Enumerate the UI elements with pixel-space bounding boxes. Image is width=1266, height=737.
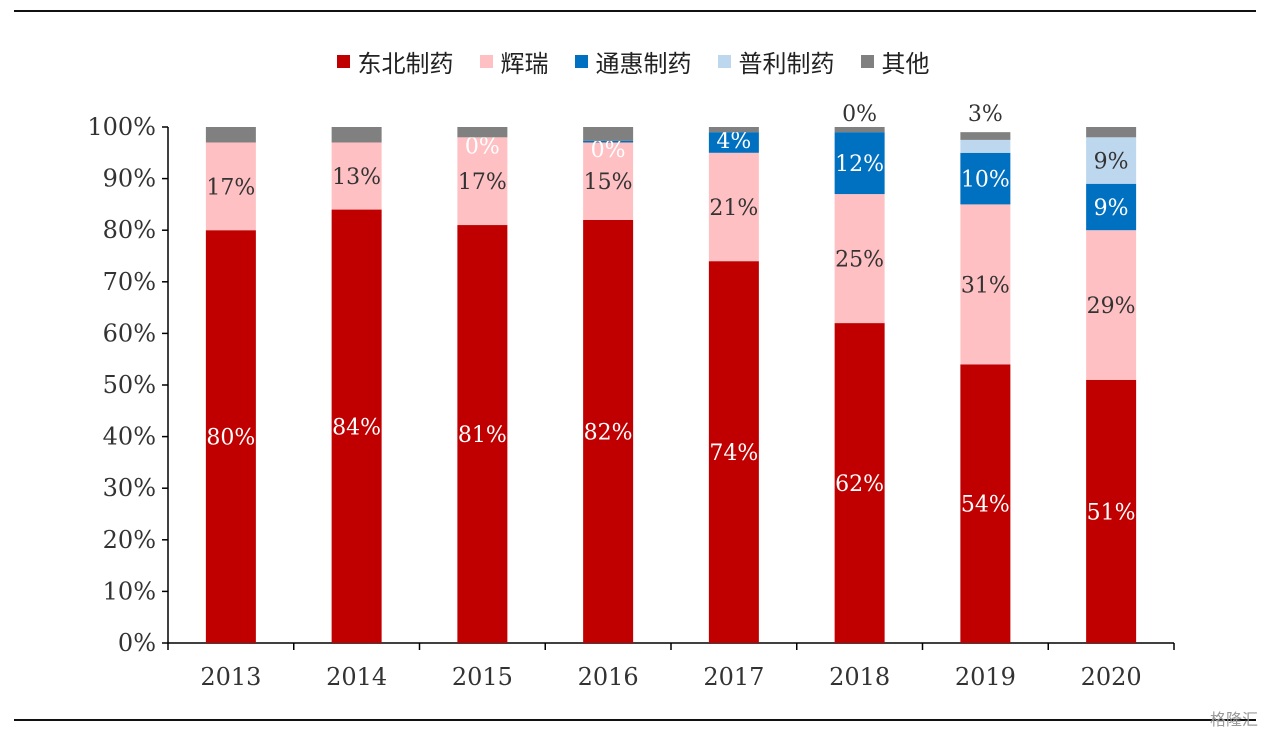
data-label: 0% bbox=[591, 138, 626, 163]
data-label: 0% bbox=[465, 134, 500, 159]
bar-segment bbox=[583, 219, 634, 643]
legend-label-2: 通惠制药 bbox=[595, 50, 692, 78]
bar-segment bbox=[205, 142, 256, 231]
data-label: 51% bbox=[1087, 500, 1136, 525]
bar-segment bbox=[960, 132, 1011, 140]
bar-segment bbox=[331, 127, 382, 143]
bar-segment bbox=[960, 204, 1011, 365]
y-tick-label: 50% bbox=[103, 371, 156, 399]
bar-segment bbox=[457, 137, 508, 226]
data-label: 13% bbox=[332, 165, 381, 190]
bar-segment bbox=[1086, 230, 1137, 380]
data-label: 54% bbox=[961, 493, 1010, 518]
bar-segment bbox=[708, 261, 759, 643]
y-tick-label: 60% bbox=[103, 319, 156, 347]
legend-swatch-0 bbox=[336, 55, 350, 68]
legend-item-0: 东北制药 bbox=[336, 44, 454, 79]
bar-segment bbox=[205, 230, 256, 643]
legend-swatch-3 bbox=[717, 55, 731, 68]
y-tick-label: 70% bbox=[103, 268, 156, 296]
data-label: 84% bbox=[332, 415, 381, 440]
bar-segment bbox=[708, 127, 759, 133]
data-label: 81% bbox=[458, 423, 507, 448]
legend-swatch-4 bbox=[860, 55, 874, 68]
data-label: 10% bbox=[961, 168, 1010, 193]
data-label: 25% bbox=[835, 248, 884, 273]
bar-segment bbox=[1086, 127, 1137, 138]
bar-segment bbox=[834, 323, 885, 643]
bar-segment bbox=[331, 209, 382, 643]
bar-segment bbox=[708, 132, 759, 153]
bottom-rule bbox=[14, 719, 1256, 721]
bar-segment bbox=[834, 132, 885, 195]
x-tick-label: 2019 bbox=[955, 663, 1016, 691]
y-tick-label: 100% bbox=[87, 113, 156, 141]
legend-label-1: 辉瑞 bbox=[500, 50, 549, 78]
data-label: 15% bbox=[584, 170, 633, 195]
x-tick-label: 2017 bbox=[703, 663, 764, 691]
bar-segment bbox=[1086, 137, 1137, 184]
bar-segment bbox=[457, 127, 508, 138]
data-label: 17% bbox=[206, 175, 255, 200]
bar-segment bbox=[960, 364, 1011, 643]
legend-item-4: 其他 bbox=[860, 44, 930, 79]
data-label: 17% bbox=[458, 170, 507, 195]
bar-segment bbox=[1086, 183, 1137, 231]
legend-item-2: 通惠制药 bbox=[574, 44, 692, 79]
legend-label-4: 其他 bbox=[881, 50, 930, 78]
data-label: 29% bbox=[1087, 294, 1136, 319]
watermark-logo: 格隆汇 bbox=[1209, 710, 1258, 729]
y-tick-label: 80% bbox=[103, 216, 156, 244]
data-label: 21% bbox=[709, 196, 758, 221]
bar-segment bbox=[834, 194, 885, 324]
y-tick-label: 30% bbox=[103, 474, 156, 502]
y-tick-label: 90% bbox=[103, 165, 156, 193]
data-label: 12% bbox=[835, 152, 884, 177]
chart-legend: 东北制药 辉瑞 通惠制药 普利制药 其他 bbox=[0, 44, 1266, 79]
y-tick-label: 40% bbox=[103, 423, 156, 451]
bar-segment bbox=[708, 152, 759, 262]
data-label: 4% bbox=[716, 129, 751, 154]
legend-swatch-1 bbox=[479, 55, 493, 68]
data-label: 31% bbox=[961, 273, 1010, 298]
bar-segment bbox=[583, 142, 634, 220]
y-tick-label: 10% bbox=[103, 577, 156, 605]
legend-label-0: 东北制药 bbox=[357, 50, 454, 78]
bar-segment bbox=[960, 139, 1011, 153]
data-label: 3% bbox=[968, 102, 1003, 127]
x-tick-label: 2018 bbox=[829, 663, 890, 691]
data-label: 80% bbox=[206, 426, 255, 451]
bar-segment bbox=[457, 225, 508, 644]
legend-item-1: 辉瑞 bbox=[479, 44, 549, 79]
y-tick-label: 0% bbox=[118, 629, 156, 657]
bar-segment bbox=[583, 140, 634, 143]
y-tick-label: 20% bbox=[103, 526, 156, 554]
data-label: 74% bbox=[709, 441, 758, 466]
x-tick-label: 2014 bbox=[326, 663, 387, 691]
data-label: 9% bbox=[1094, 196, 1129, 221]
x-tick-label: 2013 bbox=[200, 663, 261, 691]
bar-segment bbox=[834, 127, 885, 133]
bar-segment bbox=[205, 127, 256, 143]
legend-label-3: 普利制药 bbox=[738, 50, 835, 78]
legend-swatch-2 bbox=[574, 55, 588, 68]
data-label: 62% bbox=[835, 472, 884, 497]
bar-segment bbox=[331, 142, 382, 210]
x-tick-label: 2020 bbox=[1081, 663, 1142, 691]
bar-segment bbox=[1086, 379, 1137, 643]
x-tick-label: 2016 bbox=[578, 663, 639, 691]
data-label: 9% bbox=[1094, 150, 1129, 175]
bar-segment bbox=[960, 152, 1011, 205]
legend-item-3: 普利制药 bbox=[717, 44, 835, 79]
bar-segment bbox=[583, 127, 634, 141]
top-rule bbox=[14, 10, 1256, 12]
data-label: 0% bbox=[842, 102, 877, 127]
x-tick-label: 2015 bbox=[452, 663, 513, 691]
data-label: 82% bbox=[584, 420, 633, 445]
